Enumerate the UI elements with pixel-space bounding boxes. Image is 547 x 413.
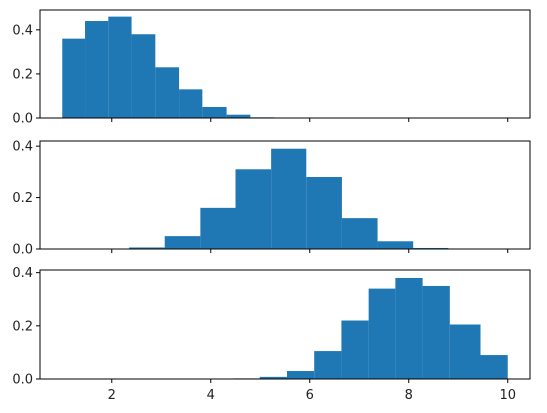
subplot-2: 0.0 0.2 0.4 — [12, 140, 531, 258]
histogram-bar — [377, 241, 414, 249]
histogram-bar — [200, 207, 236, 249]
y-tick-label: 0.0 — [12, 243, 33, 258]
histogram-bar — [341, 320, 369, 379]
histogram-bar — [449, 324, 481, 379]
histogram-bar — [395, 277, 423, 379]
y-tick-label: 0.2 — [12, 319, 33, 334]
histogram-bar — [422, 285, 450, 379]
histogram-bar — [155, 67, 180, 118]
subplot-3: 0.0 0.2 0.4 2 4 6 8 10 — [12, 266, 531, 403]
histogram-bar — [179, 89, 203, 118]
histogram-bar — [314, 351, 342, 379]
histogram-bar — [413, 247, 449, 249]
histogram-bar — [259, 376, 287, 379]
histogram-bar — [226, 114, 251, 118]
histogram-bar — [131, 34, 156, 118]
y-tick-label: 0.4 — [12, 266, 33, 281]
histogram-bar — [341, 218, 378, 249]
histogram-bar — [85, 21, 109, 118]
histogram-bar — [108, 16, 132, 119]
x-tick-label: 2 — [108, 388, 116, 403]
subplot-1: 0.0 0.2 0.4 — [12, 9, 531, 127]
y-tick-label: 0.4 — [12, 23, 33, 38]
histogram-bar — [202, 106, 227, 118]
x-tick-label: 8 — [405, 388, 413, 403]
axes-frame — [39, 9, 531, 119]
y-tick-label: 0.2 — [12, 191, 33, 206]
y-tick-label: 0.0 — [12, 373, 33, 388]
histogram-bar — [306, 177, 342, 249]
histogram-bar — [129, 247, 165, 249]
axes-frame — [39, 140, 531, 250]
histogram-bar — [286, 371, 315, 379]
histogram-bar — [164, 236, 201, 249]
histogram-bar — [62, 38, 86, 118]
x-tick-label: 10 — [499, 388, 516, 403]
histogram-bar — [368, 288, 396, 379]
y-tick-label: 0.0 — [12, 112, 33, 127]
histogram-bar — [235, 169, 272, 249]
histogram-bar — [480, 355, 508, 379]
x-tick-label: 4 — [207, 388, 215, 403]
y-tick-label: 0.2 — [12, 67, 33, 82]
axes-frame — [39, 269, 531, 380]
histogram-bar — [271, 148, 307, 249]
x-tick-label: 6 — [306, 388, 314, 403]
y-tick-label: 0.4 — [12, 140, 33, 155]
